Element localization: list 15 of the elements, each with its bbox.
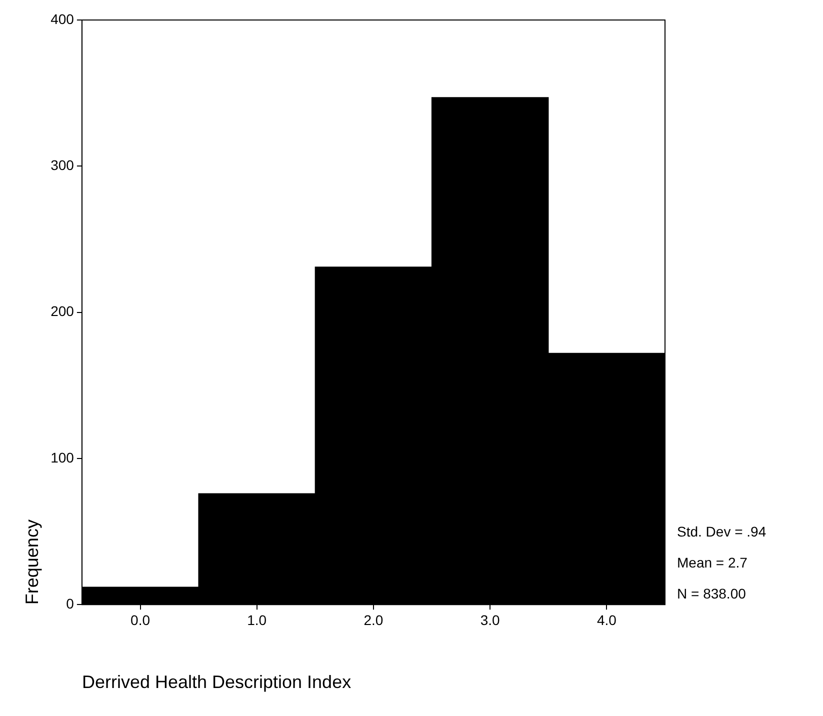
x-tick-label: 2.0 [364, 612, 384, 628]
x-tick-label: 4.0 [596, 612, 617, 628]
y-tick-label: 300 [50, 157, 74, 174]
text: Std. Dev = .94 [677, 523, 766, 540]
text: N = 838.00 [677, 585, 746, 602]
y-tick-label: 400 [50, 10, 74, 27]
x-tick-label: 3.0 [480, 612, 500, 628]
x-tick-label: 1.0 [247, 612, 267, 628]
y-tick-label: 200 [50, 303, 74, 320]
y-tick-label: 100 [50, 449, 74, 466]
y-tick-label: 0 [66, 595, 74, 612]
x-tick-label: 0.0 [130, 612, 150, 628]
text: Mean = 2.7 [677, 554, 748, 570]
y-axis-title: Frequency [22, 520, 42, 605]
x-axis-title: Derrived Health Description Index [82, 672, 352, 692]
